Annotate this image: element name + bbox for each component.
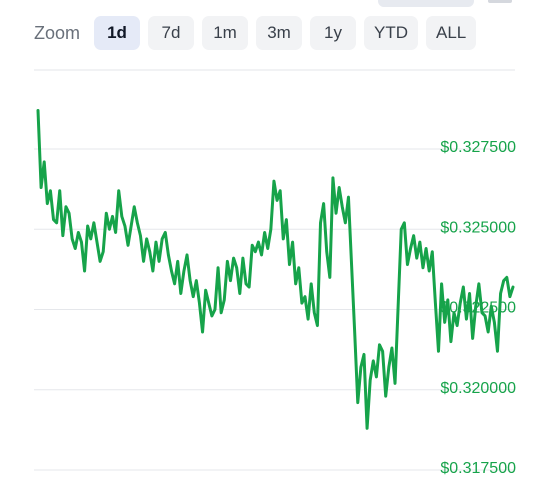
zoom-toolbar: Zoom 1d 7d 1m 3m 1y YTD ALL [34,16,477,50]
zoom-1y-button[interactable]: 1y [310,16,357,50]
zoom-7d-button[interactable]: 7d [148,16,195,50]
zoom-1d-button[interactable]: 1d [94,16,141,50]
zoom-1m-button[interactable]: 1m [202,16,249,50]
y-tick-label: $0.322500 [440,300,516,317]
zoom-3m-button[interactable]: 3m [256,16,303,50]
top-icon-partial[interactable] [488,0,512,3]
y-axis-tick-labels: $0.327500 $0.325000 $0.322500 $0.320000 $0.3… [440,139,516,477]
y-tick-label: $0.317500 [440,460,516,477]
zoom-all-button[interactable]: ALL [426,16,477,50]
zoom-label: Zoom [34,22,81,43]
price-series-line[interactable] [36,108,515,430]
top-tab-partial[interactable] [378,0,474,7]
zoom-ytd-button[interactable]: YTD [364,16,419,50]
y-tick-label: $0.325000 [440,219,516,236]
y-tick-label: $0.320000 [440,380,516,397]
y-tick-label: $0.327500 [440,139,516,156]
